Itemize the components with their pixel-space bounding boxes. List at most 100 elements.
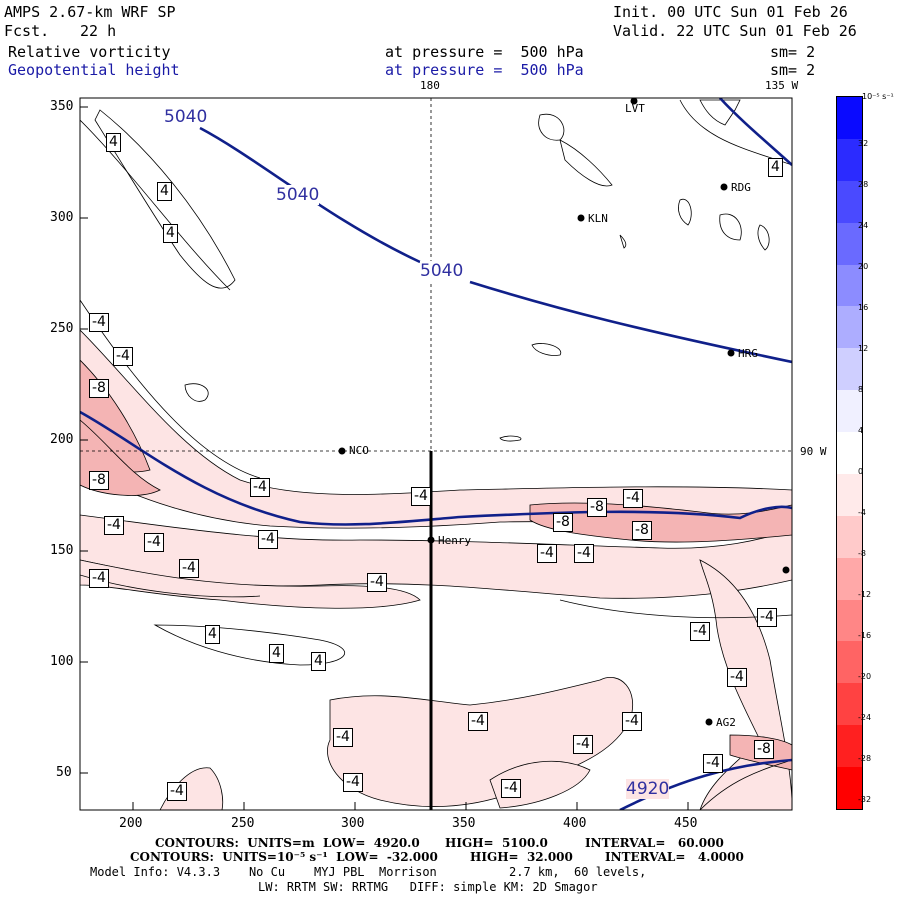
colorbar-tick-label: 32 xyxy=(858,138,869,148)
vort-label: -4 xyxy=(727,668,747,687)
colorbar-tick-label: 4 xyxy=(858,425,864,435)
colorbar-segment xyxy=(837,138,862,182)
colorbar-tick-label: 0 xyxy=(858,466,864,476)
vort-label: -4 xyxy=(411,487,431,506)
footer-vort-high: HIGH= 32.000 xyxy=(470,850,573,864)
colorbar-tick-label: -24 xyxy=(858,713,872,723)
vort-label: -8 xyxy=(587,498,607,517)
height-label-5040-a: 5040 xyxy=(164,107,208,127)
colorbar-tick-label: 8 xyxy=(858,384,864,394)
colorbar-segment xyxy=(837,432,862,475)
station-ag2: AG2 xyxy=(716,716,736,729)
vort-label: -8 xyxy=(632,521,652,540)
vort-label: -4 xyxy=(250,478,270,497)
height-label-4920: 4920 xyxy=(626,779,670,799)
colorbar xyxy=(836,96,863,810)
vort-label: -4 xyxy=(104,516,124,535)
vort-label: -4 xyxy=(113,347,133,366)
footer-vort-interval: INTERVAL= 4.0000 xyxy=(605,850,744,864)
colorbar-tick-label: -12 xyxy=(858,590,872,599)
vort-label: -4 xyxy=(89,313,109,332)
x-tick-200: 200 xyxy=(119,816,143,831)
lat-label-90w: 90 W xyxy=(800,445,827,458)
vort-label: -4 xyxy=(333,728,353,747)
footer-physics-info: LW: RRTM SW: RRTMG DIFF: simple KM: 2D S… xyxy=(258,880,598,894)
vort-label: -4 xyxy=(573,735,593,754)
vort-label: -4 xyxy=(537,544,557,563)
colorbar-tick-label: -8 xyxy=(858,548,866,558)
forecast-label: Fcst. xyxy=(4,22,50,40)
colorbar-tick-label: -28 xyxy=(858,754,872,764)
field1-name: Relative vorticity xyxy=(8,43,171,61)
vort-label: 4 xyxy=(269,644,284,663)
plot-frame xyxy=(79,97,793,811)
vort-label: 4 xyxy=(163,224,178,243)
vort-label: -4 xyxy=(343,773,363,792)
height-label-5040-c: 5040 xyxy=(420,261,464,281)
field1-level: at pressure = 500 hPa xyxy=(385,43,584,61)
lon-label-135w: 135 W xyxy=(765,79,799,92)
vort-label: 4 xyxy=(768,158,783,177)
colorbar-tick-label: -20 xyxy=(858,672,872,682)
footer-height-contours: CONTOURS: UNITS=m LOW= 4920.0 xyxy=(155,836,420,850)
colorbar-segment xyxy=(837,725,862,768)
colorbar-segment xyxy=(837,306,862,349)
model-title: AMPS 2.67-km WRF SP xyxy=(4,3,176,21)
colorbar-tick-label: 16 xyxy=(858,302,869,312)
y-tick-300: 300 xyxy=(50,210,74,225)
x-tick-250: 250 xyxy=(231,816,255,831)
colorbar-segment xyxy=(837,683,862,726)
valid-time: Valid. 22 UTC Sun 01 Feb 26 xyxy=(613,22,857,40)
lon-label-180: 180 xyxy=(420,79,440,92)
field2-name: Geopotential height xyxy=(8,61,180,79)
colorbar-tick-label: 28 xyxy=(858,179,869,189)
y-tick-50: 50 xyxy=(56,765,72,780)
vort-label: -4 xyxy=(622,712,642,731)
colorbar-segment xyxy=(837,599,862,642)
y-tick-200: 200 xyxy=(50,432,74,447)
colorbar-tick-label: 20 xyxy=(858,261,869,271)
vort-label: -4 xyxy=(89,569,109,588)
footer-model-info: Model Info: V4.3.3 No Cu MYJ PBL Morriso… xyxy=(90,865,647,879)
colorbar-segment xyxy=(837,390,862,433)
station-nco: NCO xyxy=(349,444,369,457)
vort-label: -8 xyxy=(553,513,573,532)
colorbar-tick-label: 12 xyxy=(858,343,869,353)
vort-label: 4 xyxy=(157,182,172,201)
vort-label: -4 xyxy=(690,622,710,641)
colorbar-segment xyxy=(837,515,862,559)
colorbar-tick-label: -4 xyxy=(858,507,866,517)
axis-ticks xyxy=(80,106,689,810)
colorbar-segment xyxy=(837,557,862,601)
vort-label: 4 xyxy=(106,133,121,152)
vort-label: -8 xyxy=(754,740,774,759)
x-tick-300: 300 xyxy=(341,816,365,831)
field1-smoothing: sm= 2 xyxy=(770,43,816,61)
colorbar-tick-label: -32 xyxy=(858,795,872,805)
station-rdg: RDG xyxy=(731,181,751,194)
vort-label: -4 xyxy=(144,533,164,552)
vort-label: -8 xyxy=(89,471,109,490)
x-tick-400: 400 xyxy=(563,816,587,831)
colorbar-segment xyxy=(837,222,862,266)
vort-label: 4 xyxy=(205,625,220,644)
colorbar-segment xyxy=(837,641,862,684)
colorbar-segment xyxy=(837,473,862,517)
vort-label: -4 xyxy=(179,559,199,578)
y-tick-100: 100 xyxy=(50,654,74,669)
height-label-5040-b: 5040 xyxy=(276,185,320,205)
vort-label: -4 xyxy=(703,754,723,773)
station-lvt: LVT xyxy=(625,102,645,115)
vort-label: -4 xyxy=(167,782,187,801)
colorbar-segment xyxy=(837,264,862,307)
colorbar-segment xyxy=(837,767,862,810)
vort-label: -4 xyxy=(501,779,521,798)
vort-label: -8 xyxy=(89,379,109,398)
forecast-hour: 22 h xyxy=(80,22,117,40)
colorbar-tick-label: -16 xyxy=(858,631,872,641)
x-tick-450: 450 xyxy=(674,816,698,831)
colorbar-tick-label: 24 xyxy=(858,220,869,230)
vort-label: -4 xyxy=(258,530,278,549)
footer-height-high: HIGH= 5100.0 xyxy=(445,836,548,850)
